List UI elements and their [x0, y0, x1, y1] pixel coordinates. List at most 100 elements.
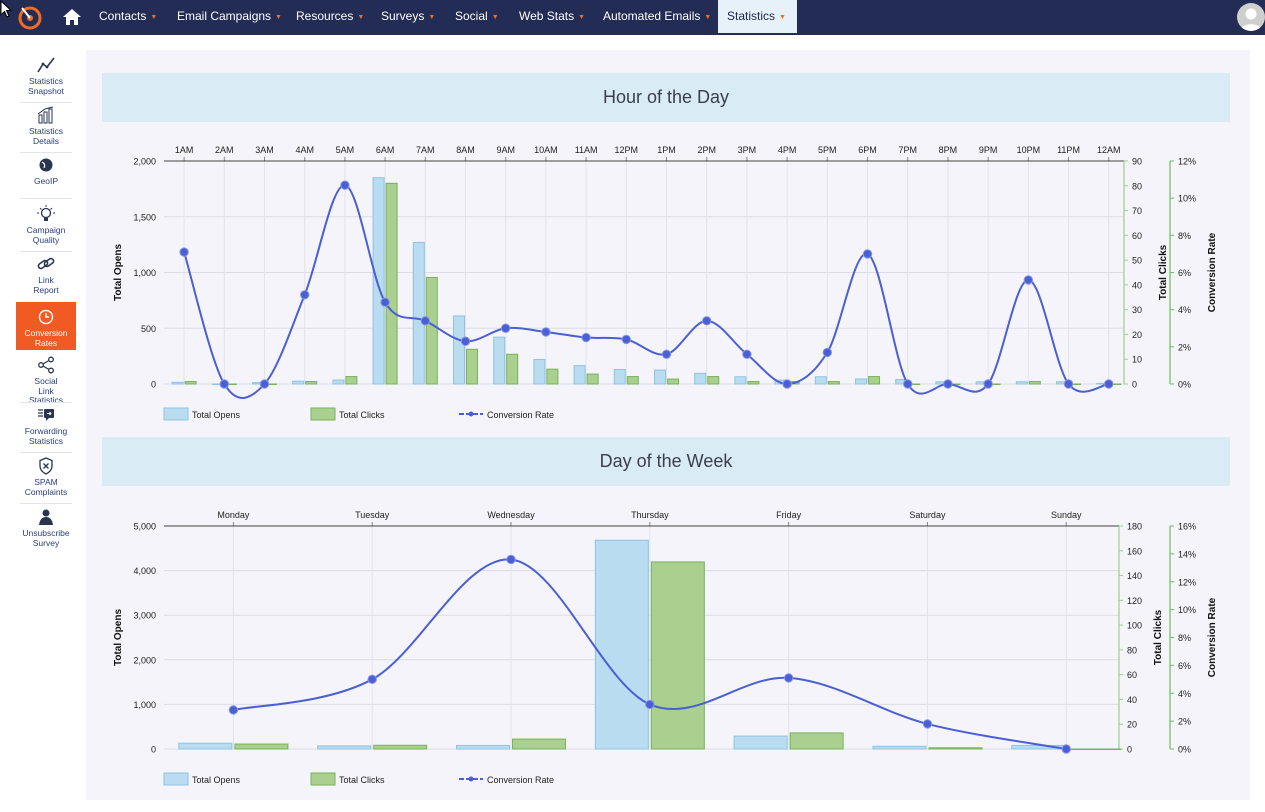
- conversion-rate-point: [922, 719, 933, 729]
- conversion-rate-point: [782, 379, 792, 389]
- y-tick-label: 4,000: [133, 566, 156, 576]
- clicks-tick-label: 30: [1132, 305, 1142, 315]
- clicks-tick-label: 0: [1132, 380, 1137, 390]
- nav-label: Resources: [296, 9, 354, 23]
- statistics-sidebar: Statistics Snapshot Statistics Details Geo…: [16, 50, 76, 550]
- conversion-tick-label: 12%: [1178, 577, 1196, 587]
- conversion-rate-line: [183, 184, 1109, 399]
- right-axis-title: Total Clicks: [1153, 609, 1164, 665]
- conversion-rate-point: [1063, 379, 1074, 389]
- clicks-bar: [506, 353, 519, 385]
- clicks-tick-label: 10: [1132, 355, 1142, 365]
- x-tick-label: Sunday: [1051, 510, 1082, 520]
- conversion-tick-label: 6%: [1178, 268, 1191, 278]
- sidebar-item-geoip[interactable]: GeoIP: [16, 156, 76, 196]
- link-icon: [37, 257, 55, 270]
- conversion-tick-label: 4%: [1178, 689, 1191, 699]
- conversion-rate-point: [862, 249, 873, 259]
- nav-statistics[interactable]: Statistics ▼: [718, 0, 797, 33]
- legend-swatch-opens: [163, 407, 189, 421]
- clicks-bar: [707, 376, 720, 385]
- nav-resources[interactable]: Resources ▼: [287, 0, 373, 33]
- conversion-rate-point: [661, 349, 672, 359]
- clicks-bar: [626, 376, 639, 385]
- avatar[interactable]: [1237, 3, 1265, 31]
- opens-bar: [872, 745, 927, 750]
- conversion-tick-label: 12%: [1178, 157, 1196, 167]
- sidebar-label: GeoIP: [33, 176, 59, 186]
- nav-web-stats[interactable]: Web Stats ▼: [510, 0, 594, 33]
- conversion-rate-point: [541, 327, 551, 337]
- legend-label: Total Clicks: [339, 410, 385, 420]
- clicks-tick-label: 0: [1127, 745, 1132, 755]
- nav-social[interactable]: Social ▼: [446, 0, 508, 33]
- hour-of-day-title: Hour of the Day: [102, 73, 1230, 122]
- sidebar-item-forwarding-statistics[interactable]: Forwarding Statistics: [16, 406, 76, 452]
- conversion-rate-point: [420, 316, 431, 326]
- opens-bar: [594, 539, 649, 750]
- bar-chart-icon: [37, 106, 54, 124]
- clicks-bar: [546, 368, 559, 385]
- x-tick-label: 12AM: [1097, 145, 1121, 155]
- x-tick-label: 11PM: [1057, 145, 1080, 155]
- x-tick-label: 8PM: [939, 145, 958, 155]
- sidebar-item-statistics-snapshot[interactable]: Statistics Snapshot: [16, 56, 76, 102]
- conversion-rate-point: [581, 332, 591, 343]
- right-axis-title: Total Clicks: [1158, 244, 1169, 300]
- x-tick-label: 10AM: [534, 145, 558, 155]
- sidebar-label: Snapshot: [28, 85, 64, 96]
- conversion-tick-label: 14%: [1178, 549, 1196, 559]
- conversion-rate-point: [702, 316, 712, 326]
- clicks-tick-label: 50: [1132, 256, 1142, 266]
- nav-contacts[interactable]: Contacts ▼: [90, 0, 166, 33]
- x-tick-label: 6PM: [858, 145, 877, 155]
- sidebar-item-statistics-details[interactable]: Statistics Details: [16, 106, 76, 152]
- conversion-rate-point: [783, 673, 794, 683]
- logo-icon[interactable]: [16, 4, 44, 32]
- legend-swatch-opens: [163, 772, 189, 786]
- nav-label: Contacts: [99, 9, 147, 23]
- opens-bar: [694, 372, 707, 385]
- chevron-down-icon: ▼: [428, 14, 436, 21]
- conversion-rate-point: [501, 323, 511, 333]
- sidebar-item-unsubscribe-survey[interactable]: Unsubscribe Survey: [16, 508, 76, 550]
- clicks-bar: [789, 732, 844, 750]
- nav-automated-emails[interactable]: Automated Emails ▼: [594, 0, 720, 33]
- sidebar-item-conversion-rates[interactable]: Conversion Rates: [16, 302, 76, 350]
- clicks-tick-label: 60: [1127, 670, 1137, 680]
- sidebar-item-social-link-statistics[interactable]: Social Link Statistics: [16, 356, 76, 408]
- x-tick-label: Tuesday: [355, 510, 390, 520]
- clicks-bar: [512, 738, 567, 750]
- sidebar-label: Rates: [34, 337, 58, 348]
- conversion-tick-label: 0%: [1178, 745, 1191, 755]
- opens-bar: [733, 735, 788, 750]
- nav-label: Statistics: [727, 9, 776, 23]
- sidebar-label: Complaints: [24, 486, 68, 497]
- clicks-bar: [1067, 748, 1122, 750]
- nav-label: Surveys: [381, 9, 425, 23]
- clicks-tick-label: 140: [1127, 571, 1142, 581]
- nav-email-campaigns[interactable]: Email Campaigns ▼: [168, 0, 291, 33]
- legend-swatch-clicks: [310, 407, 336, 421]
- conversion-tick-label: 10%: [1178, 194, 1196, 204]
- sidebar-item-link-report[interactable]: Link Report: [16, 255, 76, 301]
- conversion-rate-point: [380, 297, 390, 307]
- home-icon[interactable]: [62, 7, 82, 27]
- divider: [20, 452, 72, 453]
- x-tick-label: Saturday: [909, 510, 946, 520]
- opens-bar: [855, 378, 868, 385]
- sidebar-item-campaign-quality[interactable]: Campaign Quality: [16, 205, 76, 251]
- chevron-down-icon: ▼: [275, 14, 282, 21]
- nav-surveys[interactable]: Surveys ▼: [372, 0, 444, 33]
- x-tick-label: 4AM: [295, 145, 314, 155]
- share-icon: [38, 356, 54, 374]
- opens-bar: [178, 742, 233, 750]
- x-tick-label: 11AM: [575, 145, 598, 155]
- x-tick-label: 7PM: [898, 145, 917, 155]
- divider: [20, 152, 72, 153]
- divider: [20, 102, 72, 103]
- clicks-tick-label: 160: [1127, 546, 1142, 556]
- nav-label: Social: [455, 9, 488, 23]
- sidebar-item-spam-complaints[interactable]: SPAM Complaints: [16, 457, 76, 503]
- clicks-bar: [928, 747, 983, 750]
